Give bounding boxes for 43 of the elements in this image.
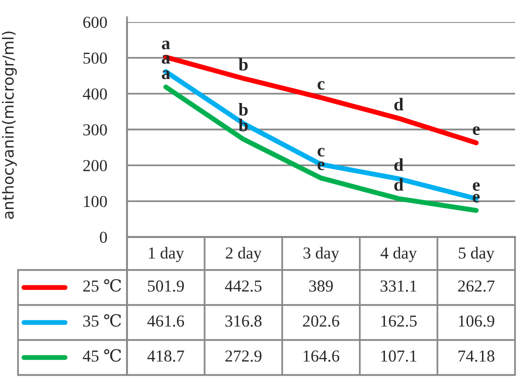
data-label: 74.18 (458, 350, 494, 362)
data-label: 501.9 (148, 280, 184, 292)
x-tick-label: 3 day (304, 246, 340, 262)
data-label: 202.6 (302, 315, 340, 327)
data-label: 418.7 (147, 350, 184, 362)
data-label: 389 (309, 280, 333, 292)
annotation: b (238, 58, 248, 71)
x-tick-label: 1 day (148, 246, 184, 262)
annotation: e (472, 126, 480, 136)
annotation: d (394, 158, 404, 171)
data-label: 461.6 (147, 315, 184, 327)
annotation: b (238, 102, 248, 116)
data-label: 162.5 (381, 315, 417, 327)
legend-label: 35 ℃ (83, 314, 122, 327)
y-tick-label: 100 (84, 196, 107, 208)
data-label: 316.8 (225, 315, 262, 327)
data-label: 106.9 (458, 315, 494, 327)
x-tick-label: 4 day (380, 246, 417, 262)
annotation: d (394, 98, 404, 111)
annotation: a (162, 40, 170, 50)
legend-label: 45 ℃ (82, 349, 122, 362)
data-label: 331.1 (380, 280, 416, 292)
data-label: 262.7 (458, 280, 494, 292)
line-series (163, 69, 479, 202)
y-axis-title: anthocyanin(microgr/ml) (2, 32, 17, 219)
y-tick-label: 300 (83, 124, 107, 136)
data-label: 164.6 (304, 350, 340, 362)
annotation: c (318, 148, 325, 157)
y-tick-label: 600 (83, 16, 107, 28)
y-tick-label: 400 (82, 88, 107, 100)
line-series (163, 54, 479, 146)
x-tick-label: 2 day (226, 246, 262, 262)
data-label: 272.9 (225, 350, 262, 362)
annotation: c (318, 81, 325, 90)
annotation: d (394, 178, 404, 191)
data-label: 107.1 (381, 350, 416, 362)
x-tick-label: 5 day (458, 246, 494, 262)
data-label: 442.5 (224, 280, 262, 292)
y-tick-label: 200 (83, 160, 107, 172)
y-tick-label: 0 (100, 232, 107, 243)
y-tick-label: 500 (84, 52, 107, 64)
legend-label: 25 ℃ (83, 279, 122, 292)
annotation: e (472, 182, 480, 191)
